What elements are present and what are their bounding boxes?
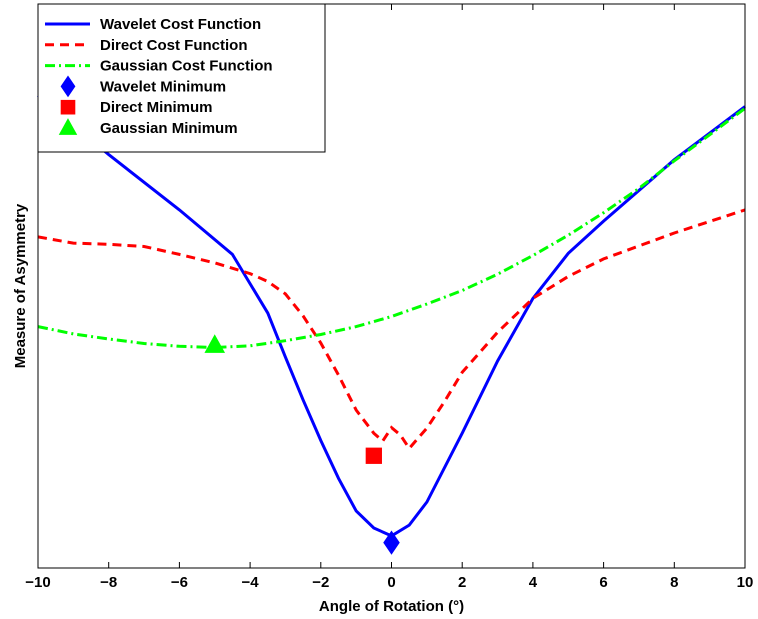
legend-box — [37, 3, 326, 153]
legend-swatch-triangle — [58, 118, 78, 135]
legend-label: Gaussian Cost Function — [100, 58, 273, 75]
legend-swatch-diamond — [60, 75, 76, 98]
diamond-minimum-marker — [383, 530, 400, 555]
x-tick-label: 8 — [670, 574, 678, 591]
legend-label: Wavelet Minimum — [100, 78, 226, 95]
x-tick-label: 4 — [529, 574, 538, 591]
x-tick-label: −8 — [100, 574, 117, 591]
x-tick-label: −4 — [242, 574, 260, 591]
legend-label: Gaussian Minimum — [100, 120, 238, 137]
x-tick-label: 0 — [387, 574, 395, 591]
legend-label: Wavelet Cost Function — [100, 16, 261, 33]
square-minimum-marker — [365, 447, 382, 464]
series-layer — [37, 94, 746, 538]
x-axis-label: Angle of Rotation (°) — [319, 598, 464, 615]
x-tick-label: 2 — [458, 574, 466, 591]
triangle-minimum-marker — [204, 334, 226, 353]
x-tick-label: −2 — [312, 574, 329, 591]
series-line-dashdot — [37, 107, 746, 350]
tick-layer: −10 −8 −6 −4 −2 0 2 4 6 8 10 — [25, 4, 753, 591]
x-tick-label: 10 — [737, 574, 754, 591]
x-tick-label: −6 — [171, 574, 188, 591]
y-axis-label: Measure of Asymmetry — [12, 203, 29, 368]
legend-swatch-square — [60, 99, 76, 115]
legend: Wavelet Cost Function Direct Cost Functio… — [37, 3, 326, 153]
legend-label: Direct Minimum — [100, 99, 213, 116]
x-tick-label: 6 — [599, 574, 607, 591]
x-tick-label: −10 — [25, 574, 50, 591]
marker-layer — [204, 334, 400, 555]
series-line-solid — [37, 94, 746, 538]
legend-label: Direct Cost Function — [100, 37, 248, 54]
series-line-dashed — [37, 208, 746, 451]
